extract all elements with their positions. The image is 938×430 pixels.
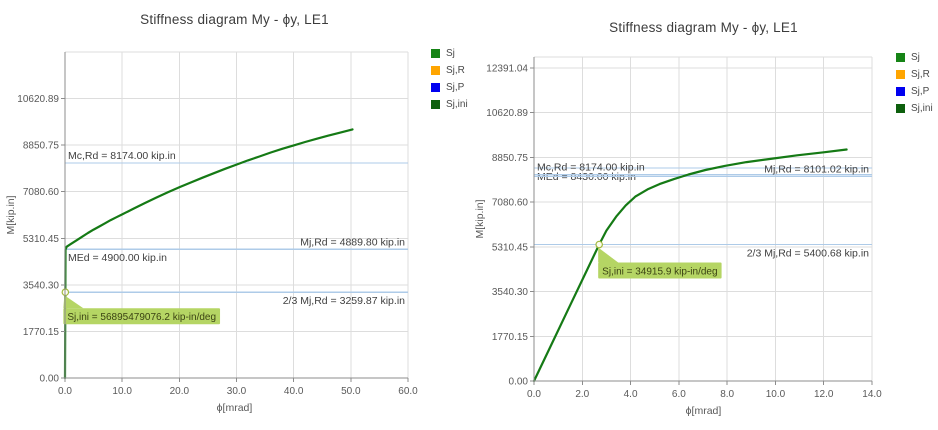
legend-swatch-icon bbox=[896, 53, 905, 62]
legend-swatch-icon bbox=[896, 70, 905, 79]
legend-item-sj-ini: Sj,ini bbox=[431, 96, 468, 113]
x-tick-label: 30.0 bbox=[227, 386, 247, 397]
legend-swatch-icon bbox=[431, 49, 440, 58]
x-tick-label: 6.0 bbox=[672, 389, 686, 400]
y-tick-label: 7080.60 bbox=[492, 198, 529, 209]
y-tick-label: 0.00 bbox=[509, 377, 529, 388]
x-tick-label: 0.0 bbox=[527, 389, 541, 400]
x-tick-label: 4.0 bbox=[624, 389, 638, 400]
x-tick-label: 8.0 bbox=[720, 389, 734, 400]
legend-label: Sj,R bbox=[911, 69, 930, 80]
y-tick-label: 5310.45 bbox=[492, 242, 529, 253]
y-tick-label: 8850.75 bbox=[23, 141, 60, 152]
legend: Sj Sj,R Sj,P Sj,ini bbox=[431, 45, 468, 113]
legend-item-sj-p: Sj,P bbox=[896, 83, 933, 100]
sjini-annotation-box bbox=[598, 262, 722, 279]
x-tick-label: 60.0 bbox=[398, 386, 418, 397]
plot-canvas: Mc,Rd = 8174.00 kip.in MEd = 4900.00 kip.… bbox=[17, 51, 418, 397]
x-tick-label: 0.0 bbox=[58, 386, 72, 397]
legend-label: Sj,ini bbox=[911, 103, 933, 114]
reference-line-label: 2/3 Mj,Rd = 5400.68 kip.in bbox=[747, 248, 869, 260]
x-tick-label: 10.0 bbox=[112, 386, 132, 397]
legend-item-sj-r: Sj,R bbox=[896, 66, 933, 83]
sjini-annotation-box bbox=[63, 308, 221, 325]
legend-swatch-icon bbox=[431, 100, 440, 109]
y-tick-label: 7080.60 bbox=[23, 187, 60, 198]
x-tick-label: 12.0 bbox=[814, 389, 834, 400]
reference-line-label: Mc,Rd = 8174.00 kip.in bbox=[537, 161, 645, 173]
y-tick-label: 5310.45 bbox=[23, 234, 60, 245]
legend-label: Sj,R bbox=[446, 65, 465, 76]
legend-item-sj: Sj bbox=[896, 49, 933, 66]
legend-item-sj-r: Sj,R bbox=[431, 62, 468, 79]
legend-item-sj-p: Sj,P bbox=[431, 79, 468, 96]
legend-label: Sj,ini bbox=[446, 99, 468, 110]
y-tick-label: 1770.15 bbox=[492, 332, 529, 343]
y-tick-label: 0.00 bbox=[40, 374, 60, 385]
stiffness-chart-panel-right: Stiffness diagram My - ϕy, LE1 M[kip.in]… bbox=[469, 0, 938, 430]
legend-label: Sj bbox=[446, 48, 455, 59]
chart-title: Stiffness diagram My - ϕy, LE1 bbox=[140, 12, 329, 27]
legend-swatch-icon bbox=[896, 87, 905, 96]
y-tick-label: 10620.89 bbox=[486, 108, 528, 119]
x-tick-label: 14.0 bbox=[862, 389, 882, 400]
sj-curve bbox=[532, 148, 848, 383]
sjini-annotation-label: Sj,ini = 56895479076.2 kip-in/deg bbox=[67, 312, 216, 323]
legend-item-sj-ini: Sj,ini bbox=[896, 100, 933, 117]
x-tick-label: 2.0 bbox=[575, 389, 589, 400]
sjini-annotation-tail bbox=[598, 247, 619, 263]
legend: Sj Sj,R Sj,P Sj,ini bbox=[896, 49, 933, 117]
x-tick-label: 50.0 bbox=[341, 386, 361, 397]
reference-line-label: 2/3 Mj,Rd = 3259.87 kip.in bbox=[283, 295, 405, 307]
y-tick-label: 3540.30 bbox=[492, 287, 529, 298]
legend-label: Sj bbox=[911, 52, 920, 63]
reference-line-label: Mj,Rd = 4889.80 kip.in bbox=[300, 236, 405, 248]
reference-line-label: Mj,Rd = 8101.02 kip.in bbox=[764, 163, 869, 175]
legend-label: Sj,P bbox=[911, 86, 930, 97]
y-tick-label: 1770.15 bbox=[23, 327, 60, 338]
y-tick-label: 3540.30 bbox=[23, 280, 60, 291]
x-axis-label: ϕ[mrad] bbox=[685, 405, 722, 417]
chart-title: Stiffness diagram My - ϕy, LE1 bbox=[609, 20, 798, 35]
x-axis-label: ϕ[mrad] bbox=[216, 402, 253, 414]
legend-swatch-icon bbox=[431, 83, 440, 92]
y-tick-label: 12391.04 bbox=[486, 63, 528, 74]
sjini-annotation-tail bbox=[63, 295, 84, 309]
x-tick-label: 40.0 bbox=[284, 386, 304, 397]
legend-item-sj: Sj bbox=[431, 45, 468, 62]
legend-label: Sj,P bbox=[446, 82, 465, 93]
y-tick-label: 10620.89 bbox=[17, 94, 59, 105]
sjini-annotation-label: Sj,ini = 34915.9 kip-in/deg bbox=[602, 267, 717, 278]
legend-swatch-icon bbox=[896, 104, 905, 113]
reference-line-label: MEd = 4900.00 kip.in bbox=[68, 252, 167, 264]
x-tick-label: 10.0 bbox=[766, 389, 786, 400]
y-tick-label: 8850.75 bbox=[492, 153, 529, 164]
reference-line-label: Mc,Rd = 8174.00 kip.in bbox=[68, 150, 176, 162]
stiffness-chart-panel-left: Stiffness diagram My - ϕy, LE1 M[kip.in]… bbox=[5, 12, 468, 414]
sjini-marker-icon bbox=[595, 240, 603, 249]
x-tick-label: 20.0 bbox=[170, 386, 190, 397]
legend-swatch-icon bbox=[431, 66, 440, 75]
sj-curve bbox=[63, 128, 354, 380]
